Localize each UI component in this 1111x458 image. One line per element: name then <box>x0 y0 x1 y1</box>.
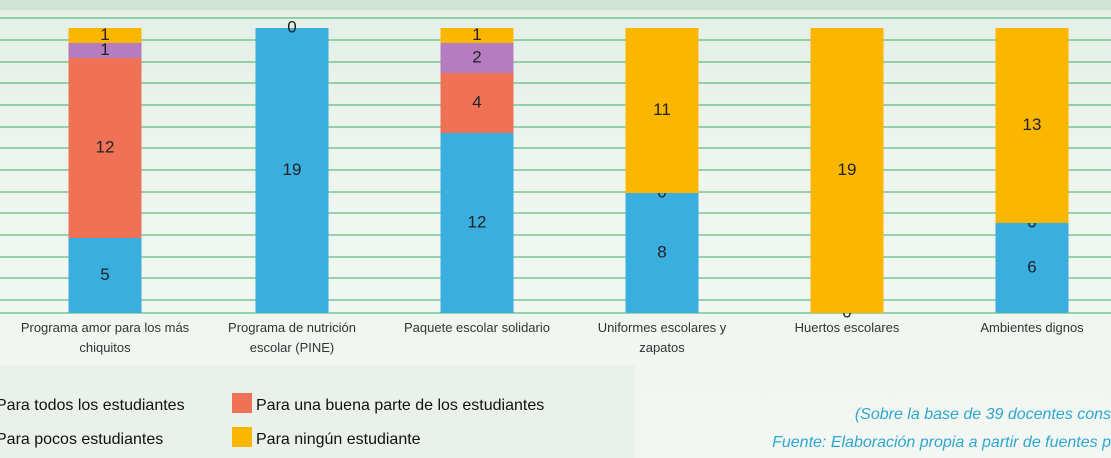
legend-label: Para todos los estudiantes <box>0 397 185 414</box>
data-label: 12 <box>468 212 487 231</box>
data-label: 0 <box>287 17 296 36</box>
x-tick-label: Programa de nutrición escolar (PINE) <box>228 320 356 355</box>
data-label: 11 <box>653 100 671 119</box>
bar-segment <box>68 28 142 43</box>
note: Fuente: Elaboración propia a partir de f… <box>772 434 1111 451</box>
plot: 512111901242180110196013 <box>0 0 1111 321</box>
decor-lines <box>0 17 1111 314</box>
legend-entry: Para todos los estudiantes <box>0 393 185 415</box>
bar-segment <box>440 43 514 73</box>
x-tick-label: Programa amor para los más chiquitos <box>20 320 190 355</box>
data-label: 12 <box>96 137 115 156</box>
bar-segment <box>810 28 884 313</box>
data-label: 2 <box>472 47 481 66</box>
note: (Sobre la base de 39 docentes cons <box>854 406 1111 423</box>
legend-entry: Para una buena parte de los estudiantes <box>232 393 544 415</box>
bar-segment <box>440 73 514 133</box>
x-tick-label: Huertos escolares <box>794 320 900 335</box>
data-label: 4 <box>472 92 481 111</box>
x-tick-label: Ambientes dignos <box>980 320 1084 335</box>
bar-segment <box>68 238 142 313</box>
bar-segment <box>995 28 1069 223</box>
legend-swatch <box>232 393 252 413</box>
legend-label: Para ningún estudiante <box>256 431 421 448</box>
bar-segment <box>440 133 514 313</box>
legend-swatch <box>232 427 252 447</box>
data-label: 13 <box>1023 115 1042 134</box>
bar-segment <box>255 28 329 313</box>
data-label: 1 <box>100 25 109 44</box>
legend-label: Para una buena parte de los estudiantes <box>256 397 545 414</box>
title-band <box>0 0 1111 10</box>
data-label: 19 <box>283 160 302 179</box>
legend-entry: Para pocos estudiantes <box>0 427 163 449</box>
bar-segment <box>68 58 142 238</box>
legend: Para todos los estudiantes Para pocos est… <box>0 365 635 458</box>
data-label: 1 <box>472 25 481 44</box>
data-label: 19 <box>838 160 857 179</box>
data-label: 8 <box>657 242 666 261</box>
bar-segment <box>625 193 699 313</box>
bar-segment <box>68 43 142 58</box>
data-label: 6 <box>1027 257 1036 276</box>
x-tick-label: Uniformes escolares y zapatos <box>597 320 727 355</box>
data-label: 5 <box>100 265 109 284</box>
legend-entry: Para ningún estudiante <box>232 427 421 449</box>
bar-segment <box>995 223 1069 313</box>
legend-label: Para pocos estudiantes <box>0 431 164 448</box>
bar-segment <box>440 28 514 43</box>
data-label: 1 <box>100 40 109 59</box>
x-tick-label: Paquete escolar solidario <box>404 320 550 335</box>
bar-segment <box>625 28 699 193</box>
